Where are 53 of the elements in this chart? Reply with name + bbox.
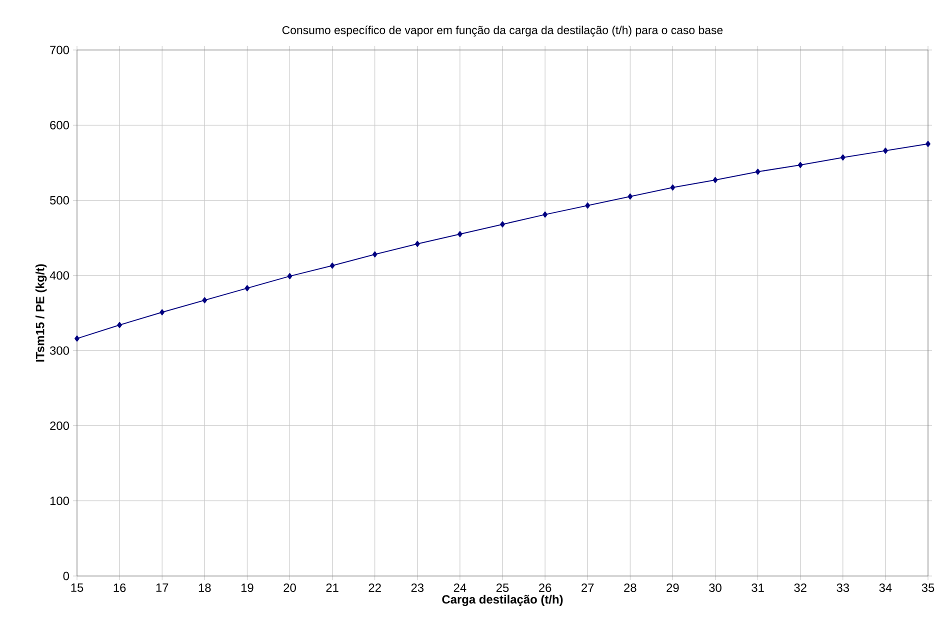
y-tick-label: 300 bbox=[50, 346, 70, 355]
point bbox=[500, 221, 505, 228]
x-tick-label: 34 bbox=[879, 584, 892, 592]
x-tick-label: 32 bbox=[794, 584, 806, 592]
point bbox=[542, 211, 548, 218]
point bbox=[372, 251, 378, 258]
point bbox=[287, 273, 292, 280]
x-tick-label: 25 bbox=[496, 584, 509, 592]
point bbox=[160, 309, 165, 316]
x-tick-label: 22 bbox=[368, 584, 381, 592]
point bbox=[414, 240, 420, 247]
point bbox=[330, 262, 335, 269]
y-axis-title: ITsm15 / PE (kg/t) bbox=[36, 264, 47, 362]
point bbox=[202, 297, 208, 304]
x-tick-label: 20 bbox=[284, 584, 296, 592]
y-tick-label: 100 bbox=[50, 496, 70, 506]
point bbox=[585, 202, 590, 209]
x-tick-label: 23 bbox=[411, 584, 424, 592]
y-tick-label: 600 bbox=[50, 120, 70, 130]
x-tick-label: 21 bbox=[326, 584, 338, 592]
x-tick-label: 30 bbox=[709, 584, 722, 592]
point bbox=[883, 148, 888, 154]
y-tick-label: 400 bbox=[50, 271, 70, 280]
point bbox=[74, 335, 80, 342]
x-tick-label: 26 bbox=[539, 584, 552, 592]
point bbox=[926, 140, 930, 148]
point bbox=[840, 154, 846, 161]
x-tick-label: 33 bbox=[836, 584, 850, 592]
x-tick-label: 15 bbox=[71, 584, 84, 592]
point bbox=[712, 176, 718, 184]
x-tick-label: 19 bbox=[241, 584, 254, 592]
y-tick-label: 500 bbox=[50, 196, 70, 205]
point bbox=[244, 285, 250, 292]
point bbox=[670, 184, 676, 191]
x-tick-label: 31 bbox=[752, 584, 764, 592]
x-tick-label: 35 bbox=[922, 584, 934, 592]
x-tick-label: 18 bbox=[198, 584, 211, 592]
point bbox=[458, 230, 462, 238]
x-axis-title: Carga destilação (t/h) bbox=[442, 594, 563, 606]
x-tick-label: 29 bbox=[666, 584, 679, 592]
y-tick-label: 200 bbox=[50, 421, 70, 430]
point bbox=[117, 322, 122, 328]
point bbox=[798, 162, 803, 168]
x-tick-label: 16 bbox=[114, 584, 126, 592]
point bbox=[755, 168, 760, 175]
y-tick-label: 0 bbox=[63, 572, 70, 580]
point bbox=[628, 193, 633, 200]
x-tick-label: 24 bbox=[454, 584, 466, 592]
chart-title: Consumo específico de vapor em função da carga da destilação (t/h) para o caso base bbox=[282, 26, 723, 36]
x-tick-label: 27 bbox=[582, 584, 594, 592]
x-tick-label: 28 bbox=[624, 584, 636, 592]
y-tick-label: 700 bbox=[50, 46, 70, 54]
x-tick-label: 17 bbox=[156, 584, 168, 592]
